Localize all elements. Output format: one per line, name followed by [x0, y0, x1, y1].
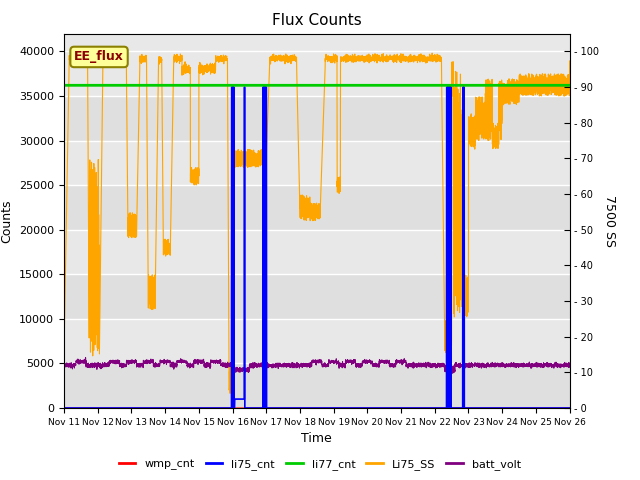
- Y-axis label: Counts: Counts: [1, 199, 13, 242]
- Bar: [64, 96, 570, 141]
- Bar: [64, 274, 570, 319]
- Text: EE_flux: EE_flux: [74, 50, 124, 63]
- Y-axis label: 7500 SS: 7500 SS: [603, 195, 616, 247]
- Title: Flux Counts: Flux Counts: [272, 13, 362, 28]
- X-axis label: Time: Time: [301, 432, 332, 445]
- Bar: [64, 185, 570, 230]
- Legend: wmp_cnt, li75_cnt, li77_cnt, Li75_SS, batt_volt: wmp_cnt, li75_cnt, li77_cnt, Li75_SS, ba…: [115, 455, 525, 474]
- Bar: [64, 363, 570, 408]
